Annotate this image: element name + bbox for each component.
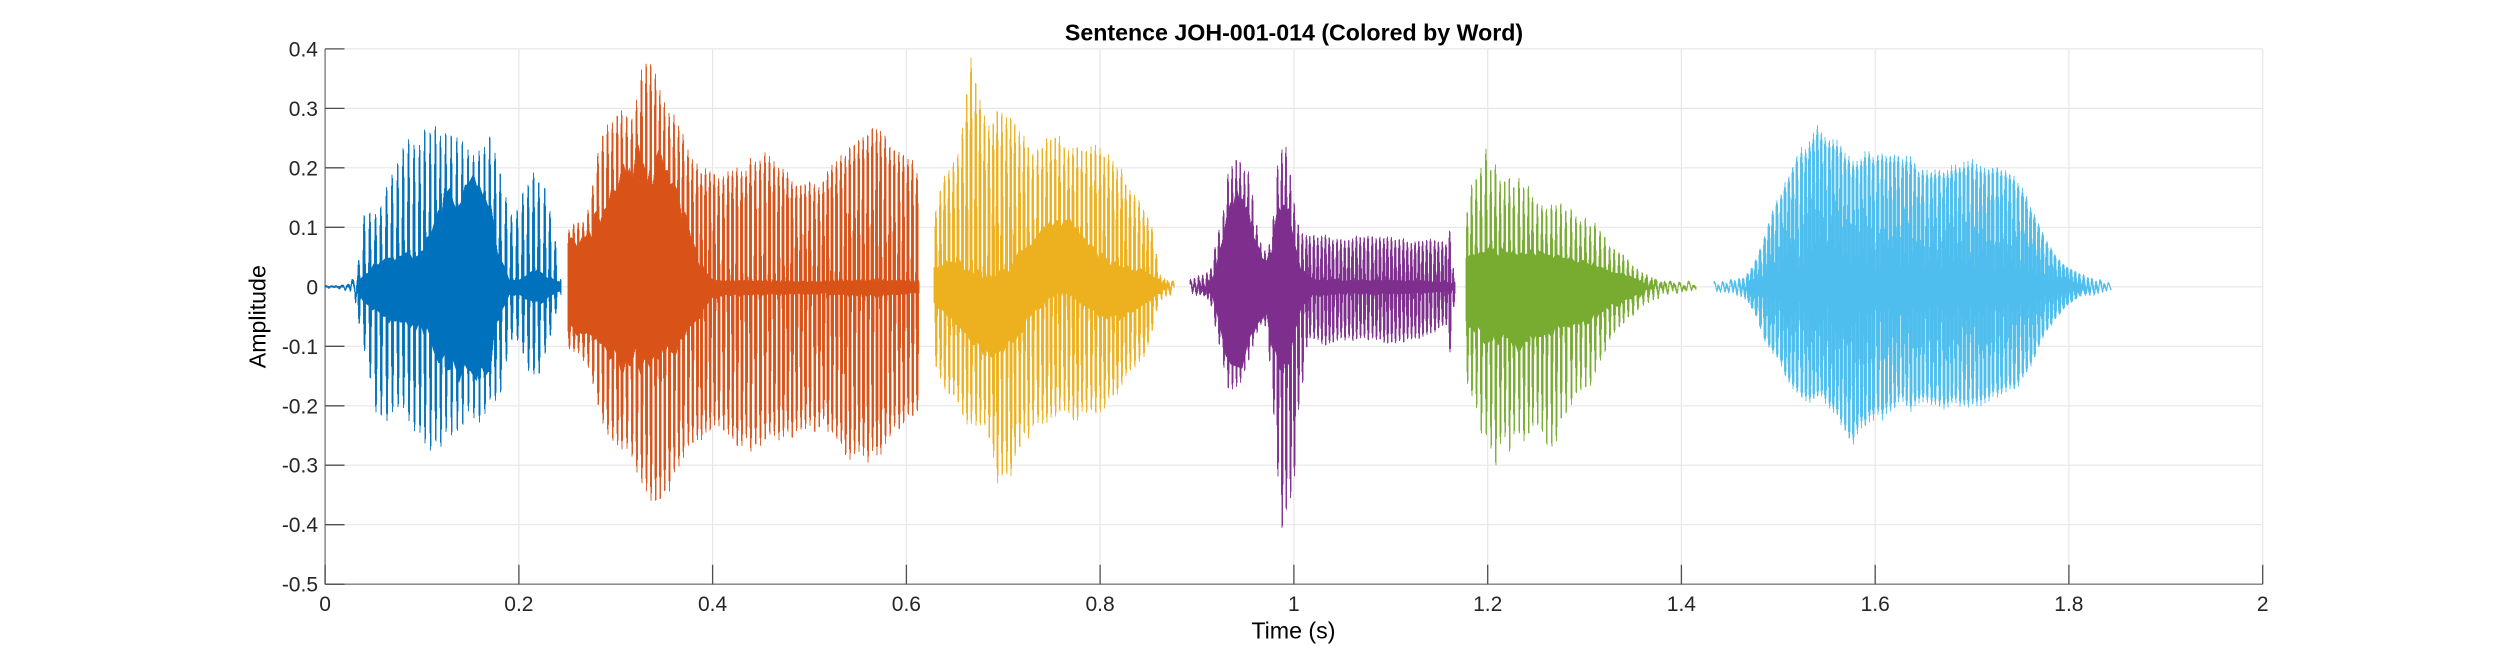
svg-text:-0.3: -0.3: [282, 455, 318, 478]
svg-text:0: 0: [306, 276, 318, 299]
svg-text:1: 1: [1288, 593, 1300, 616]
svg-text:-0.4: -0.4: [282, 514, 319, 537]
svg-text:0.4: 0.4: [698, 593, 728, 616]
svg-text:1.4: 1.4: [1667, 593, 1697, 616]
svg-text:0.1: 0.1: [289, 217, 318, 240]
svg-text:Amplitude: Amplitude: [245, 265, 271, 368]
svg-text:1.2: 1.2: [1473, 593, 1502, 616]
svg-text:0.2: 0.2: [289, 157, 318, 180]
svg-text:1.6: 1.6: [1861, 593, 1890, 616]
svg-text:2: 2: [2257, 593, 2269, 616]
svg-text:Sentence JOH-001-014 (Colored: Sentence JOH-001-014 (Colored by Word): [1065, 20, 1523, 46]
svg-text:Time (s): Time (s): [1251, 618, 1335, 644]
svg-text:0.2: 0.2: [504, 593, 533, 616]
svg-text:0.4: 0.4: [289, 38, 319, 61]
svg-text:0.6: 0.6: [892, 593, 921, 616]
svg-text:-0.2: -0.2: [282, 395, 318, 418]
svg-text:0.3: 0.3: [289, 98, 318, 121]
svg-text:0: 0: [319, 593, 331, 616]
svg-text:-0.1: -0.1: [282, 336, 318, 359]
svg-text:1.8: 1.8: [2054, 593, 2083, 616]
svg-text:0.8: 0.8: [1085, 593, 1114, 616]
svg-text:-0.5: -0.5: [282, 574, 318, 597]
